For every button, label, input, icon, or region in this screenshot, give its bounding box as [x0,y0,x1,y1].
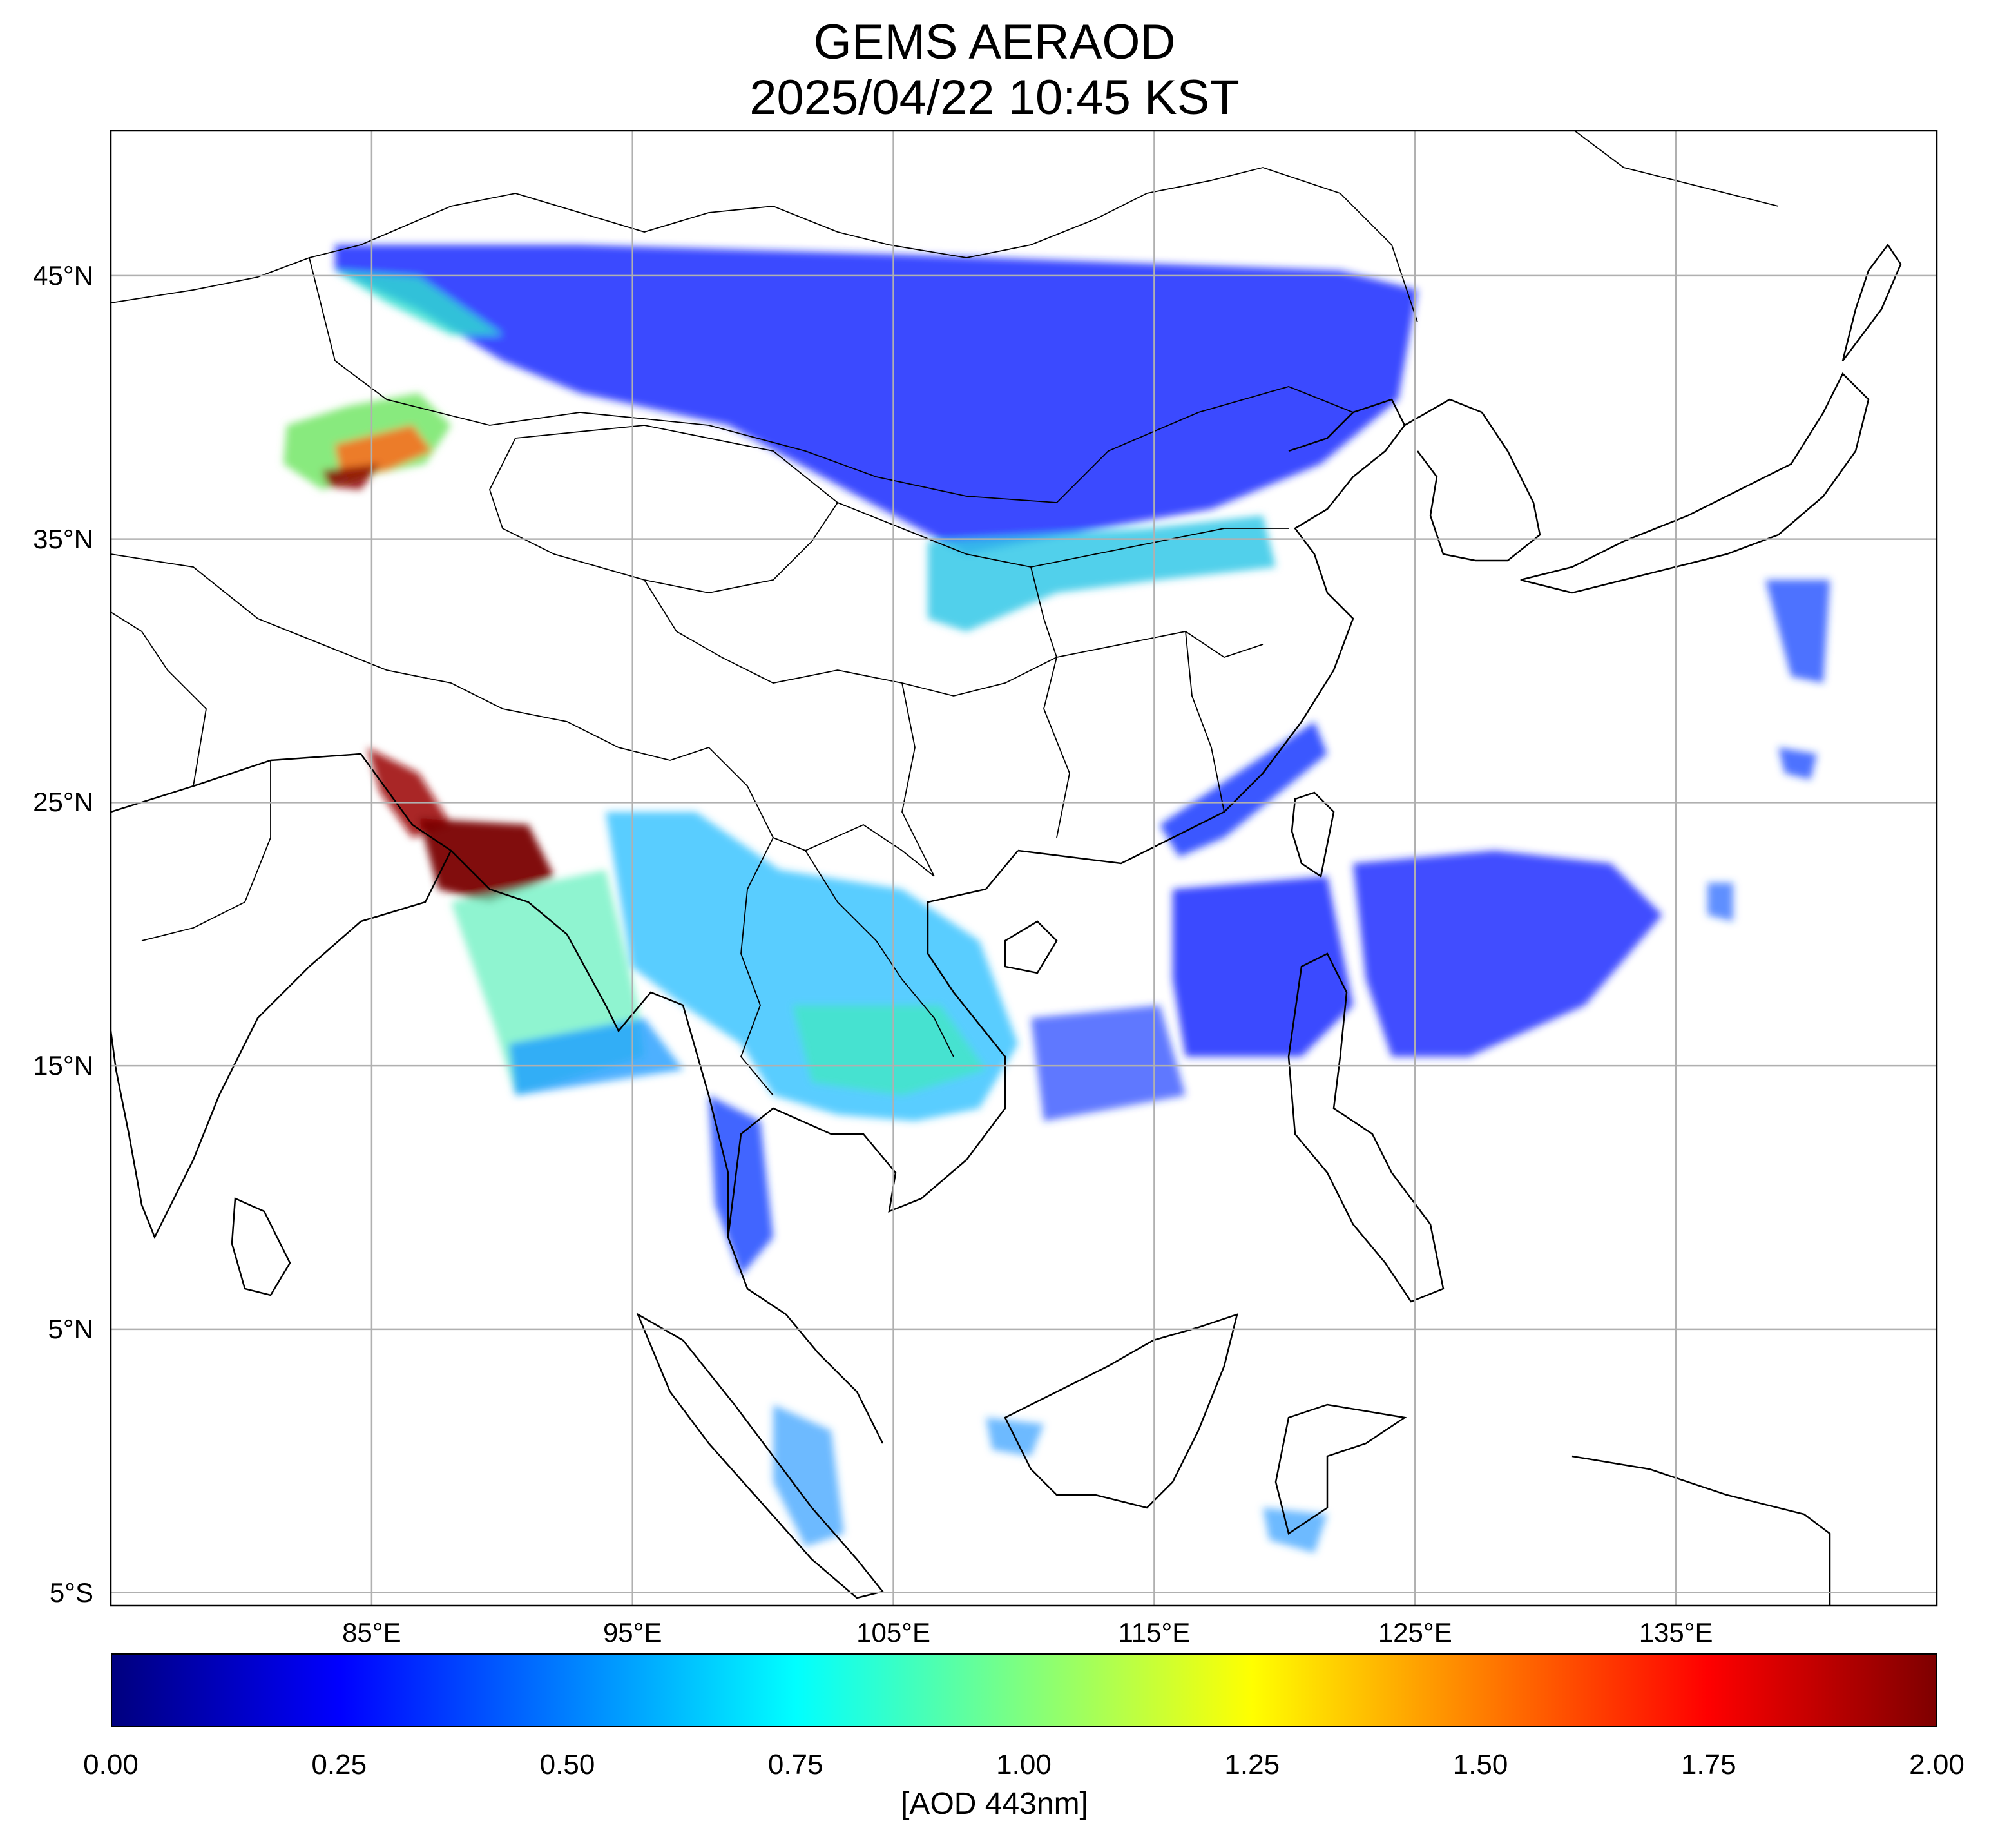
coast-vietnam [727,850,1019,1238]
aod-patch-se-china [1160,722,1327,857]
colorbar-tick-label: 0.25 [311,1749,367,1780]
coast-new-guinea [1571,1455,1831,1606]
aod-patch-bangladesh [419,818,554,902]
lon-label: 125°E [1378,1617,1452,1648]
aod-patch-north-china [335,245,1417,554]
coast-india [111,753,452,1240]
colorbar-tick-label: 1.00 [996,1749,1052,1780]
aod-patch-scs-west [1031,1005,1186,1121]
border-guizhou [1030,566,1070,838]
aod-patch-indochina-east [793,1005,986,1095]
aod-patch-japan-south [1765,580,1830,683]
coast-taiwan [1291,791,1335,878]
border-himalaya [111,553,935,877]
border-central-china [837,502,1289,568]
map-title-line2: 2025/04/22 10:45 KST [749,70,1240,125]
aod-patch-tarim-edge [335,271,503,335]
coast-china [1017,398,1406,865]
border-laos-vietnam [805,850,954,1057]
lon-label: 105°E [856,1617,930,1648]
lon-label: 115°E [1118,1617,1191,1648]
aod-patch-pacific [1707,883,1733,921]
coast-sumatra [636,1313,885,1599]
coast-hainan [1004,920,1058,974]
border-thai-laos [740,837,774,1096]
border-china-mongolia [309,257,1354,503]
lat-label: 35°N [33,523,93,554]
border-yunnan [901,682,935,877]
colorbar [111,1653,1937,1727]
aod-data-layer [283,245,1830,1553]
border-india-pakistan [111,611,207,787]
border-mongolia-russia [111,167,1418,323]
border-qinghai [489,425,839,593]
coast-myanmar [450,850,884,1444]
lat-label: 5°S [49,1577,93,1608]
aod-patch-malay [709,1095,773,1276]
aod-patch-tarim-high [335,425,432,477]
aod-patch-tarim-peak [322,464,380,490]
coast-japan [1520,372,1870,594]
gridlines [111,131,1937,1606]
coast-korea [1404,398,1541,562]
aod-patch-sumatra [773,1405,844,1546]
colorbar-tick-label: 2.00 [1909,1749,1965,1780]
coast-sulawesi [1274,1403,1407,1535]
aod-patch-scs [1173,876,1353,1057]
colorbar-tick-label: 1.50 [1452,1749,1508,1780]
lon-label: 135°E [1638,1617,1713,1648]
coast-srilanka [231,1197,291,1296]
aod-patch-philippine-sea [1353,851,1662,1057]
coast-hokkaido [1841,243,1902,361]
aod-patch-central-china [928,515,1276,631]
aod-patch-japan-far [1778,747,1817,780]
aod-patch-bay-south [509,1018,683,1095]
borders [111,131,1779,1096]
border-jiangxi [1185,631,1225,813]
coast-borneo [1004,1313,1238,1509]
colorbar-tick-label: 0.00 [83,1749,139,1780]
colorbar-tick-label: 0.50 [539,1749,595,1780]
border-india-states [141,760,271,941]
lat-label: 25°N [33,787,93,818]
aod-patch-nepal [367,747,451,838]
lon-label: 85°E [342,1617,401,1648]
plot-frame [110,130,1938,1607]
coastlines [111,243,1902,1606]
lon-label: 95°E [602,1617,662,1648]
coast-philippines [1287,952,1445,1303]
map-title-line1: GEMS AERAOD [813,15,1176,70]
colorbar-tick-label: 1.75 [1680,1749,1736,1780]
lat-label: 5°N [48,1313,94,1344]
lat-label: 15°N [33,1050,93,1081]
colorbar-tick-label: 1.25 [1224,1749,1280,1780]
lat-label: 45°N [33,260,93,291]
colorbar-label: [AOD 443nm] [901,1787,1088,1821]
colorbar-tick-label: 0.75 [767,1749,823,1780]
